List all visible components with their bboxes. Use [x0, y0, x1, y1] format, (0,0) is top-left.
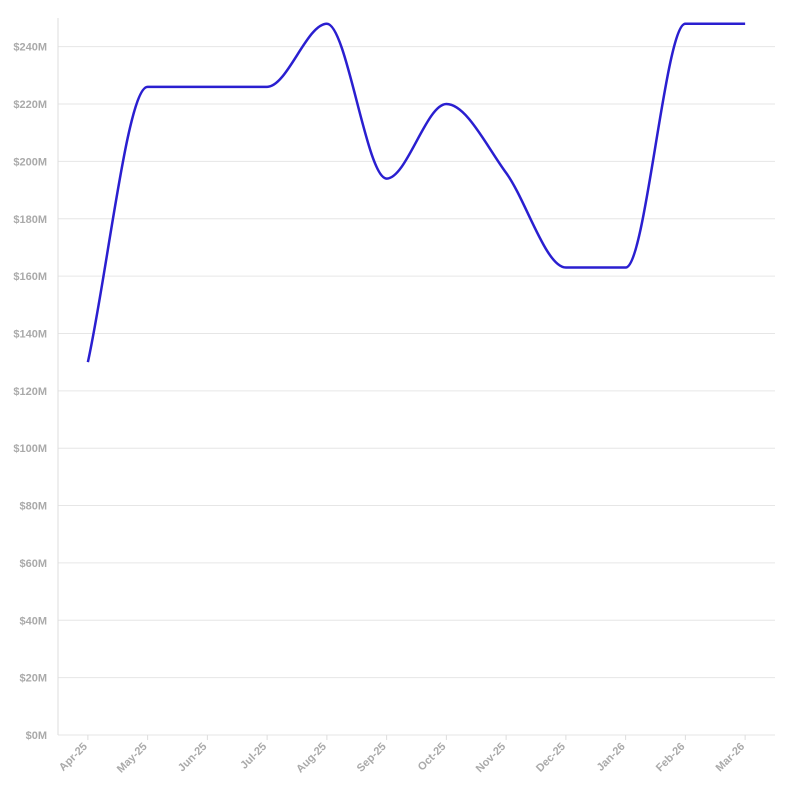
y-tick-label: $240M	[13, 42, 47, 54]
y-tick-label: $20M	[19, 673, 47, 685]
x-tick-label: Aug-25	[294, 741, 329, 776]
x-tick-label: Jan-26	[595, 741, 628, 774]
x-tick-label: Mar-26	[714, 741, 748, 775]
data-line	[86, 22, 746, 363]
x-tick-label: Jul-25	[238, 741, 269, 772]
x-tick-label: Dec-25	[534, 741, 568, 775]
y-tick-label: $140M	[13, 328, 47, 340]
x-tick-label: Apr-25	[57, 741, 90, 774]
x-tick-label: May-25	[115, 741, 150, 776]
y-tick-label: $200M	[13, 156, 47, 168]
x-tick-label: Oct-25	[416, 741, 449, 774]
y-tick-label: $0M	[26, 730, 47, 742]
y-tick-label: $100M	[13, 443, 47, 455]
x-tick-label: Feb-26	[654, 741, 688, 775]
y-tick-label: $80M	[19, 501, 47, 513]
y-tick-label: $180M	[13, 214, 47, 226]
y-tick-label: $40M	[19, 615, 47, 627]
x-tick-label: Nov-25	[474, 741, 508, 775]
y-tick-label: $220M	[13, 99, 47, 111]
x-tick-label: Sep-25	[355, 741, 389, 775]
y-tick-label: $60M	[19, 558, 47, 570]
y-tick-label: $120M	[13, 386, 47, 398]
y-tick-label: $160M	[13, 271, 47, 283]
x-tick-label: Jun-25	[176, 741, 210, 775]
